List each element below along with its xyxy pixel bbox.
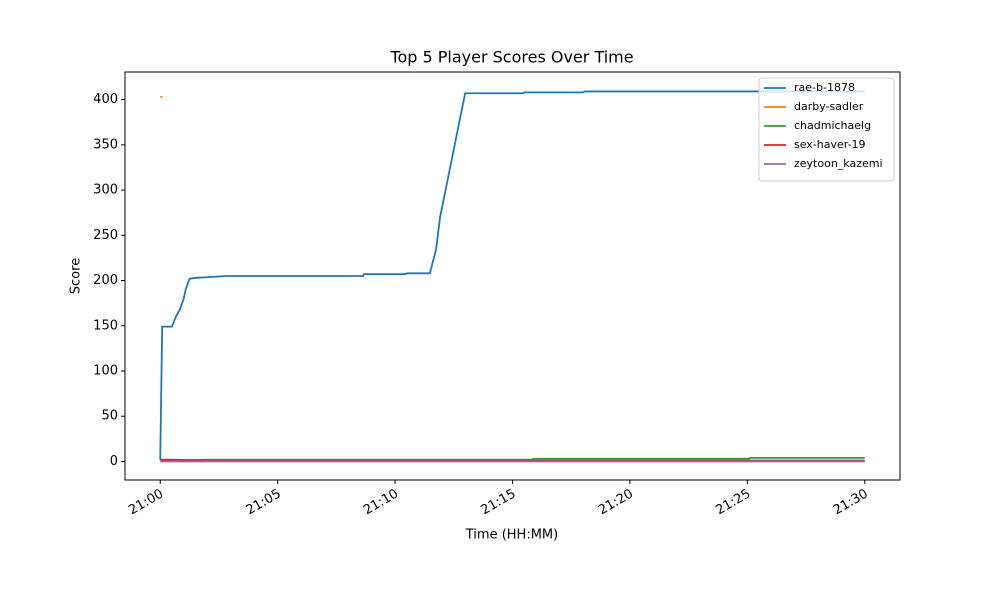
- legend-label: rae-b-1878: [794, 81, 855, 94]
- y-tick-label: 250: [93, 228, 118, 243]
- series-line: [160, 458, 865, 462]
- y-tick-label: 150: [93, 318, 118, 333]
- x-axis-label: Time (HH:MM): [465, 528, 558, 543]
- y-tick-label: 50: [101, 409, 118, 424]
- legend-label: chadmichaelg: [794, 119, 871, 132]
- y-tick-label: 300: [93, 183, 118, 198]
- legend-box: [758, 77, 895, 182]
- legend-label: sex-haver-19: [794, 138, 866, 151]
- legend-label: zeytoon_kazemi: [794, 157, 883, 170]
- y-tick-label: 100: [93, 363, 118, 378]
- y-tick-label: 200: [93, 273, 118, 288]
- series-line: [159, 90, 865, 460]
- plot-frame: [124, 71, 901, 481]
- legend-label: darby-sadler: [794, 100, 864, 113]
- chart-title: Top 5 Player Scores Over Time: [389, 48, 633, 67]
- y-tick-label: 400: [93, 92, 118, 107]
- y-axis-label: Score: [69, 258, 84, 294]
- y-tick-label: 350: [93, 137, 118, 152]
- y-tick-label: 0: [110, 454, 118, 469]
